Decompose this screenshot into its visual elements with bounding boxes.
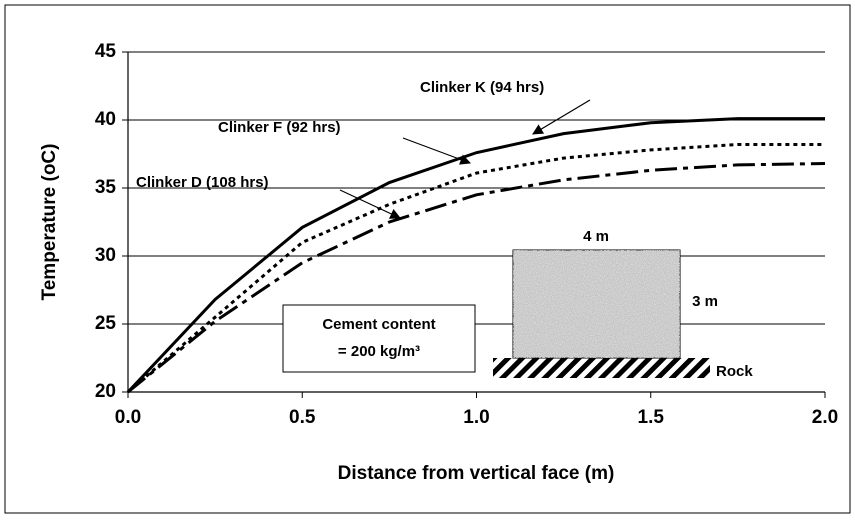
y-tick-label: 20	[95, 381, 116, 402]
note-box	[282, 304, 476, 373]
series-line	[127, 142, 825, 394]
series-label: Clinker K (94 hrs)	[420, 79, 544, 96]
y-axis-title: Temperature (oC)	[39, 144, 60, 301]
y-tick-label: 35	[95, 177, 117, 198]
label-arrow	[402, 137, 472, 165]
x-tick-label: 0.5	[289, 407, 316, 428]
y-tick-label: 40	[95, 109, 116, 130]
x-tick-label: 1.0	[463, 407, 489, 428]
plot-area: 20 25 30 35 40 45 0.0 0.5 1.0 1.5 2.0	[95, 41, 838, 428]
y-tick-label: 45	[95, 41, 117, 62]
inset-height: 3 m	[692, 293, 718, 310]
note-line: Cement content	[322, 316, 435, 333]
note-line: = 200 kg/m³	[338, 343, 420, 360]
frame	[4, 4, 851, 514]
label-arrow	[532, 99, 591, 135]
series-line	[127, 162, 826, 394]
inset-rock: Rock	[716, 363, 753, 380]
x-tick-label: 2.0	[812, 407, 838, 428]
label-arrow	[339, 189, 401, 219]
x-tick-label: 0.0	[115, 407, 141, 428]
series-label: Clinker F (92 hrs)	[218, 119, 341, 136]
x-axis-title: Distance from vertical face (m)	[338, 463, 615, 484]
inset-width: 4 m	[583, 228, 609, 245]
rock-hatch	[493, 358, 710, 378]
concrete-texture	[513, 250, 680, 358]
y-tick-label: 25	[95, 313, 117, 334]
y-tick-label: 30	[95, 245, 116, 266]
x-tick-label: 1.5	[638, 407, 665, 428]
series-label: Clinker D (108 hrs)	[136, 174, 269, 191]
series-line	[126, 117, 825, 394]
